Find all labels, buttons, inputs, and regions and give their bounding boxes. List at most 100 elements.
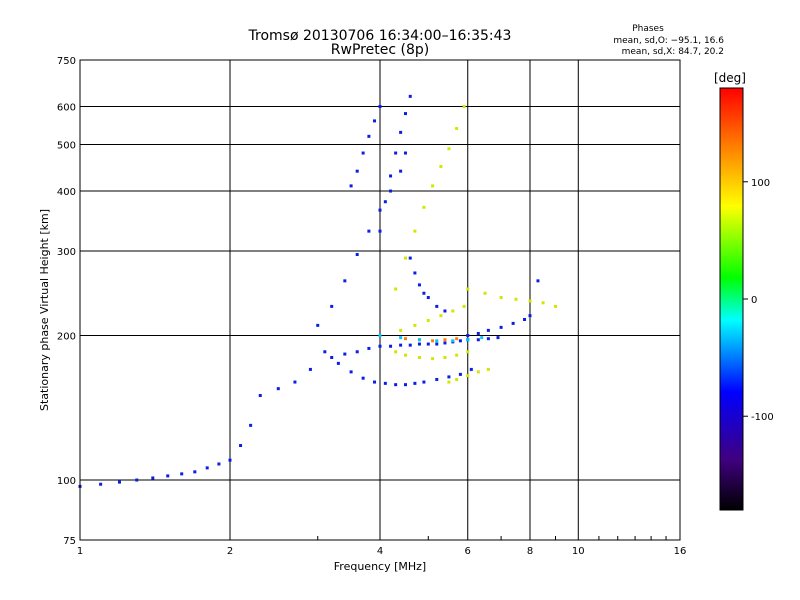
- y-tick-label: 100: [57, 476, 76, 487]
- data-point: [418, 356, 421, 359]
- data-point: [259, 394, 262, 397]
- data-point: [373, 381, 376, 384]
- data-point: [135, 479, 138, 482]
- data-point: [463, 305, 466, 308]
- data-point: [384, 382, 387, 385]
- data-point: [529, 300, 532, 303]
- data-point: [379, 334, 382, 337]
- data-point: [484, 292, 487, 295]
- data-point: [487, 368, 490, 371]
- data-point: [443, 341, 446, 344]
- data-point: [404, 257, 407, 260]
- data-point: [447, 381, 450, 384]
- data-point: [389, 174, 392, 177]
- data-point: [435, 339, 438, 342]
- data-point: [487, 337, 490, 340]
- data-point: [309, 368, 312, 371]
- data-point: [455, 354, 458, 357]
- data-point: [404, 152, 407, 155]
- data-point: [118, 481, 121, 484]
- data-point: [379, 105, 382, 108]
- data-point: [523, 318, 526, 321]
- data-point: [466, 334, 469, 337]
- data-point: [362, 377, 365, 380]
- data-point: [554, 305, 557, 308]
- data-point: [512, 322, 515, 325]
- y-tick-label: 200: [57, 332, 76, 343]
- data-point: [459, 339, 462, 342]
- data-point: [477, 332, 480, 335]
- data-point: [239, 444, 242, 447]
- data-point: [427, 343, 430, 346]
- data-point: [229, 459, 232, 462]
- x-tick-label: 1: [77, 546, 83, 557]
- y-tick-label: 75: [63, 536, 76, 547]
- data-point: [356, 253, 359, 256]
- data-point: [431, 184, 434, 187]
- data-point: [487, 329, 490, 332]
- data-point: [418, 343, 421, 346]
- data-point: [413, 324, 416, 327]
- x-tick-label: 8: [527, 546, 533, 557]
- stats-line-x: mean, sd,X: 84.7, 20.2: [622, 47, 724, 57]
- grid: [80, 60, 680, 540]
- data-point: [399, 344, 402, 347]
- data-point: [399, 329, 402, 332]
- data-point: [496, 336, 499, 339]
- data-point: [480, 336, 483, 339]
- data-point: [389, 190, 392, 193]
- data-point: [500, 326, 503, 329]
- data-point: [330, 356, 333, 359]
- data-point: [350, 370, 353, 373]
- data-point: [404, 112, 407, 115]
- data-point: [356, 170, 359, 173]
- y-tick-label: 600: [57, 103, 76, 114]
- data-point: [427, 319, 430, 322]
- data-point: [394, 152, 397, 155]
- x-tick-label: 6: [465, 546, 471, 557]
- data-point: [409, 344, 412, 347]
- data-point: [435, 305, 438, 308]
- colorbar-label: [deg]: [714, 71, 746, 85]
- chart-subtitle: RwPretec (8p): [331, 42, 429, 58]
- data-point: [330, 305, 333, 308]
- data-point: [431, 339, 434, 342]
- data-point: [435, 343, 438, 346]
- data-point: [422, 381, 425, 384]
- data-point: [427, 296, 430, 299]
- data-point: [529, 314, 532, 317]
- data-point: [394, 350, 397, 353]
- colorbar-tick-label: 100: [751, 178, 770, 189]
- x-tick-labels: 1 2 4 6 8 10 16: [77, 546, 687, 557]
- data-point: [477, 338, 480, 341]
- data-point: [350, 184, 353, 187]
- data-point: [418, 338, 421, 341]
- data-point: [409, 257, 412, 260]
- data-point: [379, 209, 382, 212]
- x-tick-label: 16: [674, 546, 687, 557]
- data-point: [217, 462, 220, 465]
- data-point: [343, 353, 346, 356]
- data-point: [413, 382, 416, 385]
- data-point: [337, 362, 340, 365]
- data-point: [477, 370, 480, 373]
- colorbar-ticks: 100 0 -100: [743, 178, 774, 423]
- data-point: [439, 165, 442, 168]
- data-point: [431, 357, 434, 360]
- y-tick-label: 500: [57, 141, 76, 152]
- data-point: [451, 339, 454, 342]
- data-point: [455, 337, 458, 340]
- data-point: [379, 230, 382, 233]
- data-point: [379, 345, 382, 348]
- x-tick-label: 10: [572, 546, 585, 557]
- data-point: [277, 387, 280, 390]
- data-point: [466, 350, 469, 353]
- x-tick-label: 4: [377, 546, 383, 557]
- data-point: [455, 127, 458, 130]
- data-point: [470, 368, 473, 371]
- data-point: [447, 375, 450, 378]
- data-point: [466, 288, 469, 291]
- data-point: [394, 288, 397, 291]
- data-point: [399, 131, 402, 134]
- data-point: [439, 314, 442, 317]
